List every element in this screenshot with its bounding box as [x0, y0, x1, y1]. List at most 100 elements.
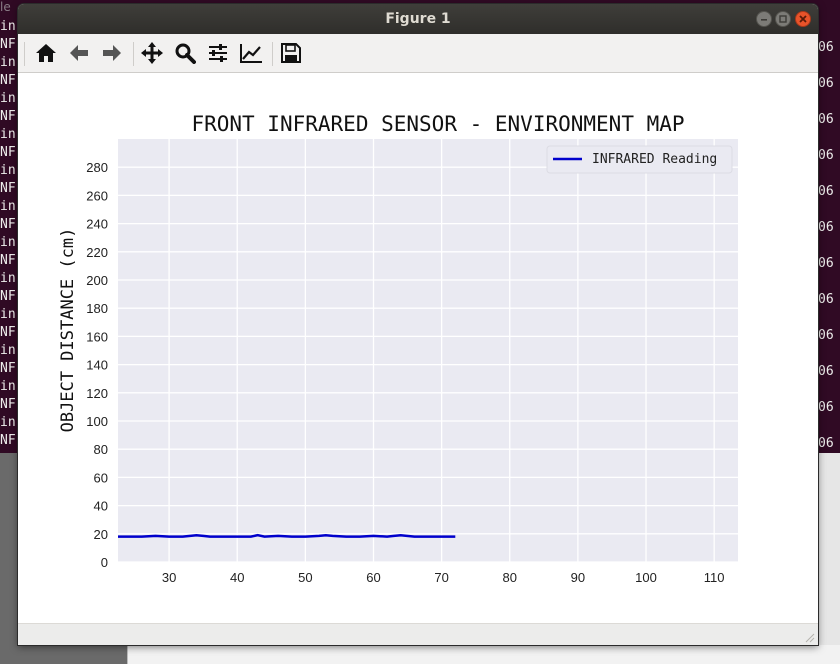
- zoom-icon: [175, 43, 196, 64]
- terminal-line: NF: [0, 397, 16, 412]
- status-bar: [18, 623, 818, 645]
- terminal-line: NF: [0, 37, 16, 52]
- terminal-line-right: 06: [818, 184, 834, 199]
- x-tick-label: 110: [704, 570, 725, 585]
- terminal-line-right: 06: [818, 148, 834, 163]
- terminal-line-right: 06: [818, 436, 834, 451]
- forward-button[interactable]: [97, 38, 127, 68]
- grid-horizontal: [118, 166, 738, 563]
- terminal-line-right: 06: [818, 292, 834, 307]
- save-button[interactable]: [276, 38, 306, 68]
- back-button[interactable]: [64, 38, 94, 68]
- grid-vertical: [168, 139, 715, 562]
- terminal-line: in: [0, 55, 16, 70]
- terminal-line-right: 06: [818, 220, 834, 235]
- back-arrow-icon: [70, 45, 88, 61]
- x-tick-label: 100: [635, 570, 657, 585]
- x-tick-label: 60: [366, 570, 380, 585]
- save-icon: [281, 43, 301, 63]
- terminal-line: NF: [0, 361, 16, 376]
- toolbar-separator: [272, 42, 273, 66]
- y-tick-label: 60: [94, 470, 108, 485]
- terminal-line-right: 06: [818, 400, 834, 415]
- terminal-line: NF: [0, 253, 16, 268]
- x-tick-label: 90: [571, 570, 585, 585]
- terminal-line: in: [0, 379, 16, 394]
- configure-subplots-button[interactable]: [203, 38, 233, 68]
- y-tick-label: 120: [86, 386, 108, 401]
- legend: INFRARED Reading: [546, 145, 733, 174]
- terminal-line: in: [0, 19, 16, 34]
- legend-box: [546, 145, 733, 174]
- figure-window: Figure 1: [18, 4, 818, 645]
- terminal-line: in: [0, 127, 16, 142]
- terminal-line: NF: [0, 289, 16, 304]
- y-tick-label: 40: [94, 499, 108, 514]
- forward-arrow-icon: [103, 45, 121, 61]
- y-tick-label: 80: [94, 442, 108, 457]
- background-window-edge: [127, 645, 840, 664]
- maximize-icon: [779, 15, 787, 23]
- y-tick-label: 260: [86, 188, 108, 203]
- terminal-line: in: [0, 163, 16, 178]
- home-button[interactable]: [31, 38, 61, 68]
- terminal-line-right: 06: [818, 256, 834, 271]
- terminal-line-right: 06: [818, 112, 834, 127]
- close-button[interactable]: [795, 11, 811, 27]
- x-tick-label: 40: [230, 570, 244, 585]
- x-tick-label: 50: [298, 570, 312, 585]
- plot-area: [118, 139, 738, 562]
- window-titlebar[interactable]: Figure 1: [18, 4, 818, 34]
- resize-grip-icon[interactable]: [805, 633, 815, 643]
- terminal-line: NF: [0, 433, 16, 448]
- y-axis-label: OBJECT DISTANCE (cm): [58, 227, 78, 433]
- pan-icon: [141, 42, 163, 64]
- terminal-line: in: [0, 415, 16, 430]
- terminal-line: in: [0, 91, 16, 106]
- close-icon: [799, 15, 807, 23]
- terminal-line: NF: [0, 181, 16, 196]
- y-tick-label: 240: [86, 217, 108, 232]
- minimize-button[interactable]: [756, 11, 772, 27]
- terminal-line: NF: [0, 73, 16, 88]
- home-icon: [36, 44, 56, 62]
- series-line-infrared: [118, 533, 456, 538]
- terminal-line: in: [0, 343, 16, 358]
- terminal-line: NF: [0, 109, 16, 124]
- terminal-line: NF: [0, 217, 16, 232]
- plot-title: FRONT INFRARED SENSOR - ENVIRONMENT MAP: [191, 112, 685, 136]
- terminal-line-right: 06: [818, 40, 834, 55]
- figure-canvas[interactable]: 30 40 50 60 70 80 90 100 110 0 20 40 60 80 100 120 140 1…: [18, 73, 818, 623]
- x-tick-label: 30: [162, 570, 176, 585]
- terminal-line: NF: [0, 145, 16, 160]
- toolbar-separator: [24, 42, 25, 66]
- terminal-line: in: [0, 235, 16, 250]
- terminal-line-right: 06: [818, 328, 834, 343]
- chart[interactable]: 30 40 50 60 70 80 90 100 110 0 20 40 60 80 100 120 140 1…: [18, 73, 818, 623]
- window-title: Figure 1: [385, 11, 451, 27]
- y-tick-label: 100: [86, 414, 108, 429]
- y-tick-label: 220: [86, 245, 108, 260]
- terminal-line-right: 06: [818, 364, 834, 379]
- terminal-line-right: 06: [818, 76, 834, 91]
- x-tick-label: 70: [434, 570, 448, 585]
- y-tick-label: 280: [86, 160, 108, 175]
- y-tick-label: 160: [86, 329, 108, 344]
- terminal-line: in: [0, 199, 16, 214]
- y-tick-label: 200: [86, 273, 108, 288]
- edit-axes-button[interactable]: [236, 38, 266, 68]
- zoom-button[interactable]: [170, 38, 200, 68]
- maximize-button[interactable]: [775, 11, 791, 27]
- terminal-line: NF: [0, 325, 16, 340]
- x-tick-label: 80: [503, 570, 517, 585]
- terminal-title-fragment: le: [0, 0, 11, 14]
- pan-button[interactable]: [137, 38, 167, 68]
- y-tick-label: 180: [86, 301, 108, 316]
- x-tick-labels: 30 40 50 60 70 80 90 100 110: [162, 570, 725, 585]
- y-tick-label: 20: [94, 527, 108, 542]
- navigation-toolbar: [18, 34, 818, 73]
- terminal-line: in: [0, 307, 16, 322]
- y-tick-labels: 0 20 40 60 80 100 120 140 160 180 200 220 240 260 280: [86, 160, 108, 570]
- subplots-icon: [209, 44, 227, 62]
- terminal-line: in: [0, 271, 16, 286]
